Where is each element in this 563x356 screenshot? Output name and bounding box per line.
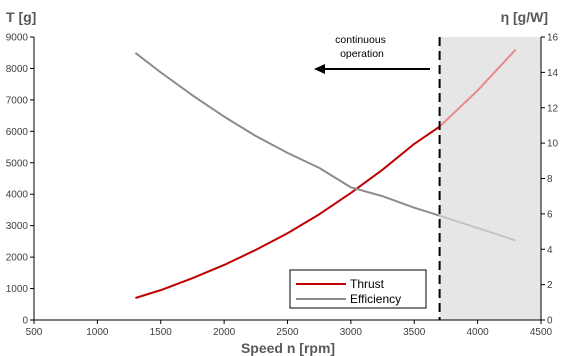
legend-box	[289, 269, 427, 309]
x-tick-label: 2000	[213, 327, 236, 338]
efficiency-line	[134, 52, 440, 217]
y-right-tick-label: 10	[547, 139, 559, 150]
y-left-tick-label: 4000	[6, 190, 29, 201]
y-right-tick-label: 6	[547, 209, 553, 220]
y-left-tick-label: 8000	[6, 64, 29, 75]
y-right-tick-label: 0	[547, 316, 553, 327]
legend-thrust-label: Thrust	[350, 277, 385, 291]
x-tick-label: 4000	[467, 327, 490, 338]
y-right-tick-label: 8	[547, 174, 553, 185]
x-tick-label: 3000	[340, 327, 363, 338]
y-left-tick-label: 1000	[6, 284, 29, 295]
x-tick-label: 4500	[530, 327, 553, 338]
y-left-tick-label: 2000	[6, 253, 29, 264]
y-left-tick-label: 6000	[6, 127, 29, 138]
x-tick-label: 1500	[150, 327, 173, 338]
y-left-axis-title: T [g]	[6, 9, 36, 25]
annotation-line-2: operation	[340, 48, 384, 60]
x-tick-label: 2500	[276, 327, 299, 338]
y-right-tick-label: 2	[547, 280, 553, 291]
y-left-tick-label: 3000	[6, 221, 29, 232]
continuous-limit-shading	[439, 37, 541, 320]
x-tick-label: 500	[26, 327, 43, 338]
x-tick-label: 3500	[403, 327, 426, 338]
thrust-line-beyond-limit	[438, 48, 517, 128]
annotation-arrow	[314, 64, 430, 74]
series-lines	[134, 48, 517, 299]
y-right-tick-label: 16	[547, 33, 559, 44]
legend: Thrust Efficiency	[289, 269, 427, 309]
y-right-axis-title: η [g/W]	[501, 9, 548, 25]
x-tick-label: 1000	[86, 327, 109, 338]
x-axis-title: Speed n [rpm]	[241, 340, 335, 356]
y-right-tick-label: 14	[547, 68, 559, 79]
y-left-tick-label: 5000	[6, 158, 29, 169]
annotation-line-1: continuous	[335, 34, 386, 46]
efficiency-line-beyond-limit	[439, 214, 516, 242]
y-left-tick-label: 9000	[6, 33, 29, 44]
y-right-tick-label: 12	[547, 103, 559, 114]
annotation-continuous-operation: continuous operation	[335, 34, 389, 60]
y-right-tick-label: 4	[547, 245, 553, 256]
shaded-region	[439, 37, 541, 320]
thrust-line	[135, 125, 441, 299]
legend-efficiency-label: Efficiency	[350, 292, 401, 306]
y-left-tick-label: 7000	[6, 95, 29, 106]
axes: 500 1000 1500 2000 2500 3000 3500 4000 450001000…	[6, 33, 559, 339]
y-left-tick-label: 0	[22, 316, 28, 327]
